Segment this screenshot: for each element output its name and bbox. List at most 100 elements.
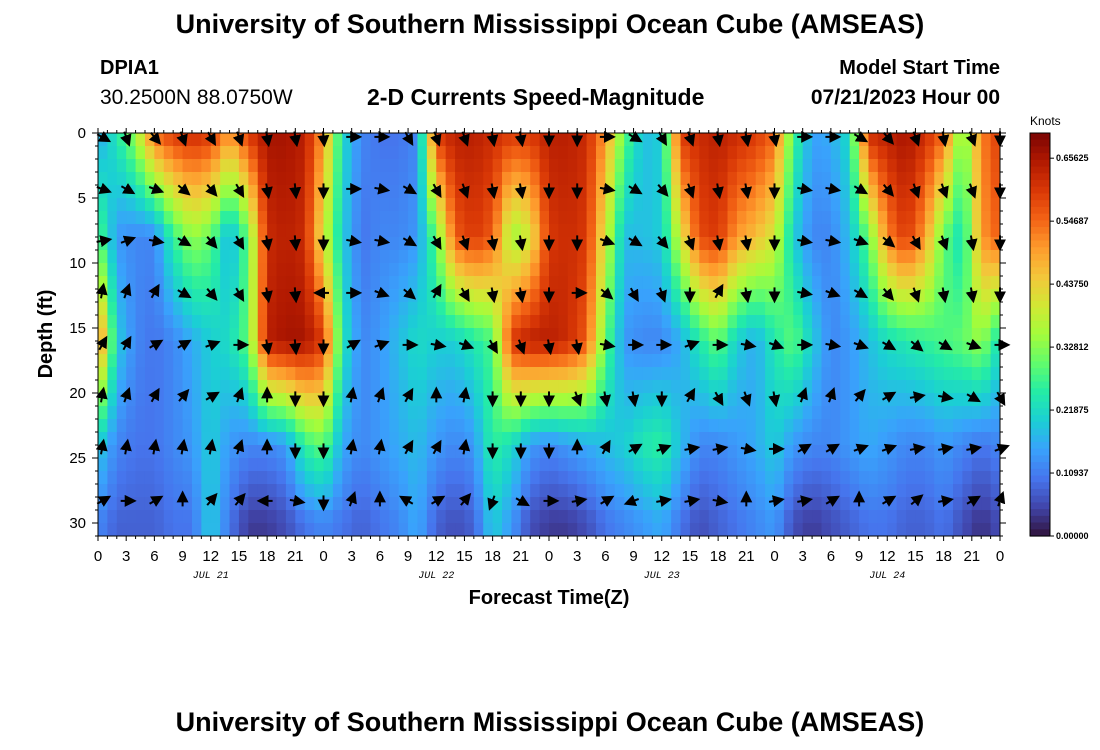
current-vector — [205, 492, 218, 506]
heatmap-cell — [924, 393, 935, 407]
heatmap-cell — [238, 198, 249, 212]
heatmap-cell — [210, 198, 221, 212]
x-tick-label: 6 — [376, 548, 384, 565]
heatmap-cell — [859, 315, 870, 329]
heatmap-cell — [248, 419, 259, 433]
heatmap-cell — [107, 367, 118, 381]
heatmap-cell — [389, 341, 400, 355]
heatmap-cell — [285, 354, 296, 368]
heatmap-cell — [821, 172, 832, 186]
heatmap-cell — [426, 367, 437, 381]
heatmap-cell — [154, 484, 165, 498]
heatmap-cell — [812, 367, 823, 381]
heatmap-cell — [436, 484, 447, 498]
heatmap-cell — [257, 250, 268, 264]
heatmap-cell — [351, 146, 362, 160]
x-tick-label: 6 — [601, 548, 609, 565]
heatmap-cell — [708, 328, 719, 342]
heatmap-cell — [699, 315, 710, 329]
heatmap-cell — [530, 393, 541, 407]
heatmap-cell — [755, 354, 766, 368]
heatmap-cell — [154, 471, 165, 485]
heatmap-cell — [577, 367, 588, 381]
heatmap-cell — [990, 458, 1000, 472]
heatmap-cell — [943, 211, 954, 225]
heatmap-cell — [689, 419, 700, 433]
heatmap-cell — [455, 458, 466, 472]
heatmap-cell — [267, 211, 278, 225]
heatmap-cell — [445, 250, 456, 264]
heatmap-cell — [173, 497, 184, 511]
heatmap-cell — [689, 250, 700, 264]
heatmap-cell — [257, 445, 268, 459]
station-coordinates: 30.2500N 88.0750W — [100, 86, 293, 109]
heatmap-cell — [455, 354, 466, 368]
heatmap-cell — [783, 458, 794, 472]
heatmap-cell — [238, 380, 249, 394]
heatmap-cell — [323, 458, 334, 472]
heatmap-cell — [830, 458, 841, 472]
heatmap-cell — [163, 198, 174, 212]
heatmap-cell — [295, 185, 306, 199]
current-vector — [430, 235, 442, 251]
heatmap-cell — [154, 432, 165, 446]
heatmap-cell — [351, 198, 362, 212]
heatmap-cell — [445, 406, 456, 420]
heatmap-cell — [943, 276, 954, 290]
current-vector — [881, 443, 898, 456]
heatmap-cell — [370, 328, 381, 342]
heatmap-cell — [642, 523, 653, 536]
heatmap-cell — [370, 250, 381, 264]
heatmap-cell — [661, 276, 672, 290]
heatmap-cell — [182, 406, 193, 420]
heatmap-cell — [436, 224, 447, 238]
heatmap-cell — [530, 133, 541, 147]
heatmap-cell — [577, 146, 588, 160]
heatmap-cell — [361, 523, 372, 536]
heatmap-cell — [220, 445, 231, 459]
heatmap-cell — [727, 484, 738, 498]
heatmap-cell — [492, 445, 503, 459]
heatmap-cell — [173, 523, 184, 536]
heatmap-cell — [652, 328, 663, 342]
heatmap-cell — [342, 250, 353, 264]
heatmap-cell — [173, 328, 184, 342]
heatmap-cell — [699, 497, 710, 511]
heatmap-cell — [868, 367, 879, 381]
heatmap-cell — [821, 354, 832, 368]
heatmap-cell — [220, 484, 231, 498]
heatmap-cell — [859, 367, 870, 381]
heatmap-cell — [765, 510, 776, 524]
heatmap-cell — [408, 328, 419, 342]
colorbar-unit: Knots — [1030, 114, 1061, 128]
heatmap-cell — [671, 263, 682, 277]
heatmap-cell — [285, 328, 296, 342]
heatmap-cell — [417, 133, 428, 147]
x-tick-label: 21 — [738, 548, 755, 565]
heatmap-cell — [285, 523, 296, 536]
heatmap-cell — [276, 523, 287, 536]
heatmap-cell — [868, 328, 879, 342]
heatmap-cell — [445, 263, 456, 277]
heatmap-cell — [661, 211, 672, 225]
heatmap-cell — [671, 458, 682, 472]
heatmap-cell — [455, 250, 466, 264]
heatmap-cell — [915, 159, 926, 173]
colorbar-segment — [1030, 253, 1050, 262]
heatmap-cell — [783, 419, 794, 433]
heatmap-cell — [492, 471, 503, 485]
heatmap-cell — [229, 211, 240, 225]
current-vector — [430, 495, 446, 507]
heatmap-cell — [605, 159, 616, 173]
heatmap-cell — [276, 432, 287, 446]
heatmap-cell — [220, 510, 231, 524]
x-tick-label: 18 — [710, 548, 727, 565]
colorbar-segment — [1030, 166, 1050, 174]
heatmap-cell — [473, 484, 484, 498]
heatmap-cell — [633, 523, 644, 536]
heatmap-cell — [558, 484, 569, 498]
heatmap-cell — [896, 224, 907, 238]
heatmap-cell — [464, 341, 475, 355]
heatmap-cell — [943, 263, 954, 277]
heatmap-cell — [624, 146, 635, 160]
